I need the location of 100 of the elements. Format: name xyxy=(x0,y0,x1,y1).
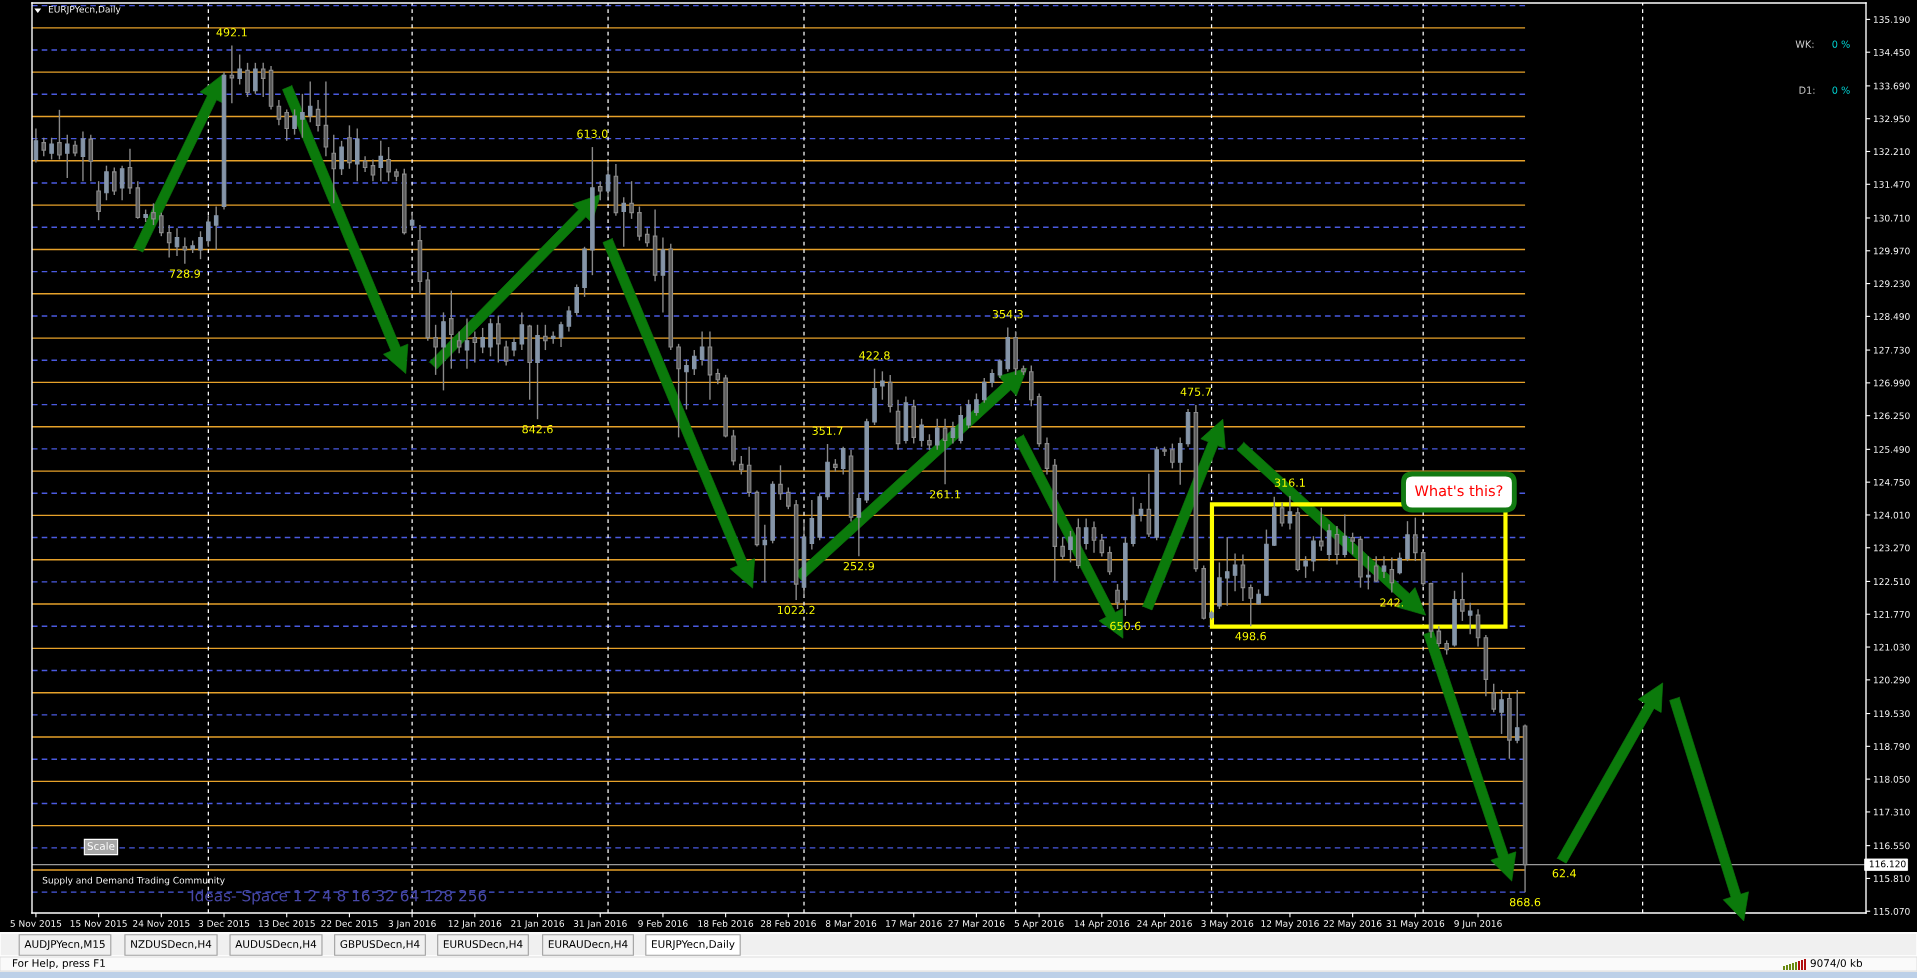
y-tick-label: 132.210 xyxy=(1873,148,1910,156)
x-tick-label: 17 Mar 2016 xyxy=(886,920,942,927)
candlestick xyxy=(699,330,705,367)
candlestick xyxy=(119,164,125,201)
y-tick-label: 124.010 xyxy=(1873,511,1910,519)
candlestick xyxy=(386,146,391,182)
candlestick xyxy=(1170,442,1175,470)
candlestick xyxy=(182,236,188,265)
candlestick xyxy=(49,137,54,161)
x-tick-label: 22 May 2016 xyxy=(1323,920,1382,929)
x-tick-label: 12 Jan 2016 xyxy=(448,920,502,929)
candlestick xyxy=(1475,608,1481,648)
annotation: 62.4 xyxy=(1552,869,1576,878)
candlestick xyxy=(488,317,493,357)
candlestick xyxy=(1381,555,1387,579)
candlestick xyxy=(543,324,548,351)
candlestick xyxy=(1491,683,1496,713)
candlestick xyxy=(511,336,517,357)
candlestick xyxy=(605,160,611,198)
candlestick xyxy=(778,464,783,501)
candlestick xyxy=(104,164,109,201)
y-tick-label: 134.450 xyxy=(1873,48,1910,56)
candlestick xyxy=(1248,583,1254,627)
candlestick xyxy=(292,108,297,136)
annotation: 475.7 xyxy=(1180,387,1211,396)
candlestick xyxy=(1366,555,1371,591)
y-tick-label: 121.770 xyxy=(1873,610,1910,618)
y-tick-label: 117.310 xyxy=(1873,808,1910,816)
annotation: 728.9 xyxy=(169,269,200,278)
candlestick xyxy=(339,140,344,176)
x-tick-label: 9 Jun 2016 xyxy=(1454,920,1502,929)
candlestick xyxy=(1303,555,1308,579)
candlestick xyxy=(1311,535,1316,572)
annotation: WK: xyxy=(1795,40,1814,48)
candlestick xyxy=(88,133,94,182)
candlestick xyxy=(472,330,478,364)
x-tick-label: 24 Nov 2015 xyxy=(133,920,190,927)
candlestick xyxy=(1413,516,1418,562)
y-tick-label: 128.490 xyxy=(1873,313,1910,320)
candlestick xyxy=(260,62,266,98)
candlestick xyxy=(880,370,885,401)
y-tick-label: 129.970 xyxy=(1873,247,1910,255)
candlestick xyxy=(840,446,846,476)
text: EURAUDecn,H4 xyxy=(548,940,628,950)
x-tick-label: 24 Apr 2016 xyxy=(1137,920,1192,929)
x-tick-label: 22 Dec 2015 xyxy=(321,920,378,927)
candlestick xyxy=(1342,513,1348,559)
candlestick xyxy=(112,166,117,196)
text: AUDJPYecn,M15 xyxy=(24,940,105,950)
annotation: Scale xyxy=(87,841,115,851)
candlestick xyxy=(1373,555,1379,583)
candlestick xyxy=(1436,625,1442,648)
candlestick xyxy=(213,205,219,251)
annotation: 650.6 xyxy=(1110,621,1141,631)
text: GBPUSDecn,H4 xyxy=(340,940,420,950)
candlestick xyxy=(159,211,164,237)
text: AUDUSDecn,H4 xyxy=(235,940,317,950)
x-tick-label: 3 Jan 2016 xyxy=(388,920,436,929)
annotation: 252.9 xyxy=(843,561,874,571)
x-tick-label: 5 Apr 2016 xyxy=(1014,920,1064,929)
candlestick xyxy=(229,44,235,104)
y-tick-label: 130.710 xyxy=(1873,214,1910,222)
candlestick xyxy=(919,418,924,448)
annotation: 0 % xyxy=(1832,40,1850,48)
y-tick-label: 116.550 xyxy=(1873,842,1910,850)
candlestick xyxy=(57,109,62,161)
x-tick-label: 3 Dec 2015 xyxy=(198,920,250,927)
annotation: 351.7 xyxy=(812,426,843,435)
candlestick xyxy=(644,227,650,248)
annotation: 868.6 xyxy=(1509,897,1541,907)
candlestick xyxy=(1091,520,1097,554)
candlestick xyxy=(1177,436,1183,486)
x-tick-label: 8 Mar 2016 xyxy=(825,920,877,927)
candlestick xyxy=(1107,545,1112,576)
x-tick-label: 3 May 2016 xyxy=(1201,920,1254,929)
candlestick xyxy=(1319,507,1324,552)
candlestick xyxy=(621,196,627,248)
x-tick-label: 13 Dec 2015 xyxy=(258,920,315,927)
candlestick xyxy=(276,99,282,127)
text: EURJPYecn,Daily xyxy=(652,939,735,951)
candlestick xyxy=(456,330,462,354)
y-tick-label: 129.230 xyxy=(1873,280,1910,288)
annotation: 492.1 xyxy=(216,28,247,37)
annotation: Ideas- Space 1 2 4 8 16 32 64 128 256 xyxy=(191,889,487,905)
annotation: 0 % xyxy=(1832,86,1850,94)
candlestick xyxy=(691,349,697,376)
annotation: 498.6 xyxy=(1235,631,1266,641)
candlestick xyxy=(974,392,979,417)
candlestick xyxy=(950,421,956,445)
candlestick xyxy=(989,368,995,388)
candlestick xyxy=(1514,689,1520,744)
candlestick xyxy=(1060,536,1065,560)
candlestick xyxy=(997,358,1003,379)
candlestick xyxy=(1115,583,1120,610)
y-tick-label: 125.490 xyxy=(1873,446,1910,453)
x-tick-label: 18 Feb 2016 xyxy=(698,919,754,927)
y-tick-label: 118.050 xyxy=(1873,775,1910,783)
candlestick xyxy=(1389,556,1395,594)
candlestick xyxy=(480,327,485,354)
candlestick xyxy=(96,180,101,221)
